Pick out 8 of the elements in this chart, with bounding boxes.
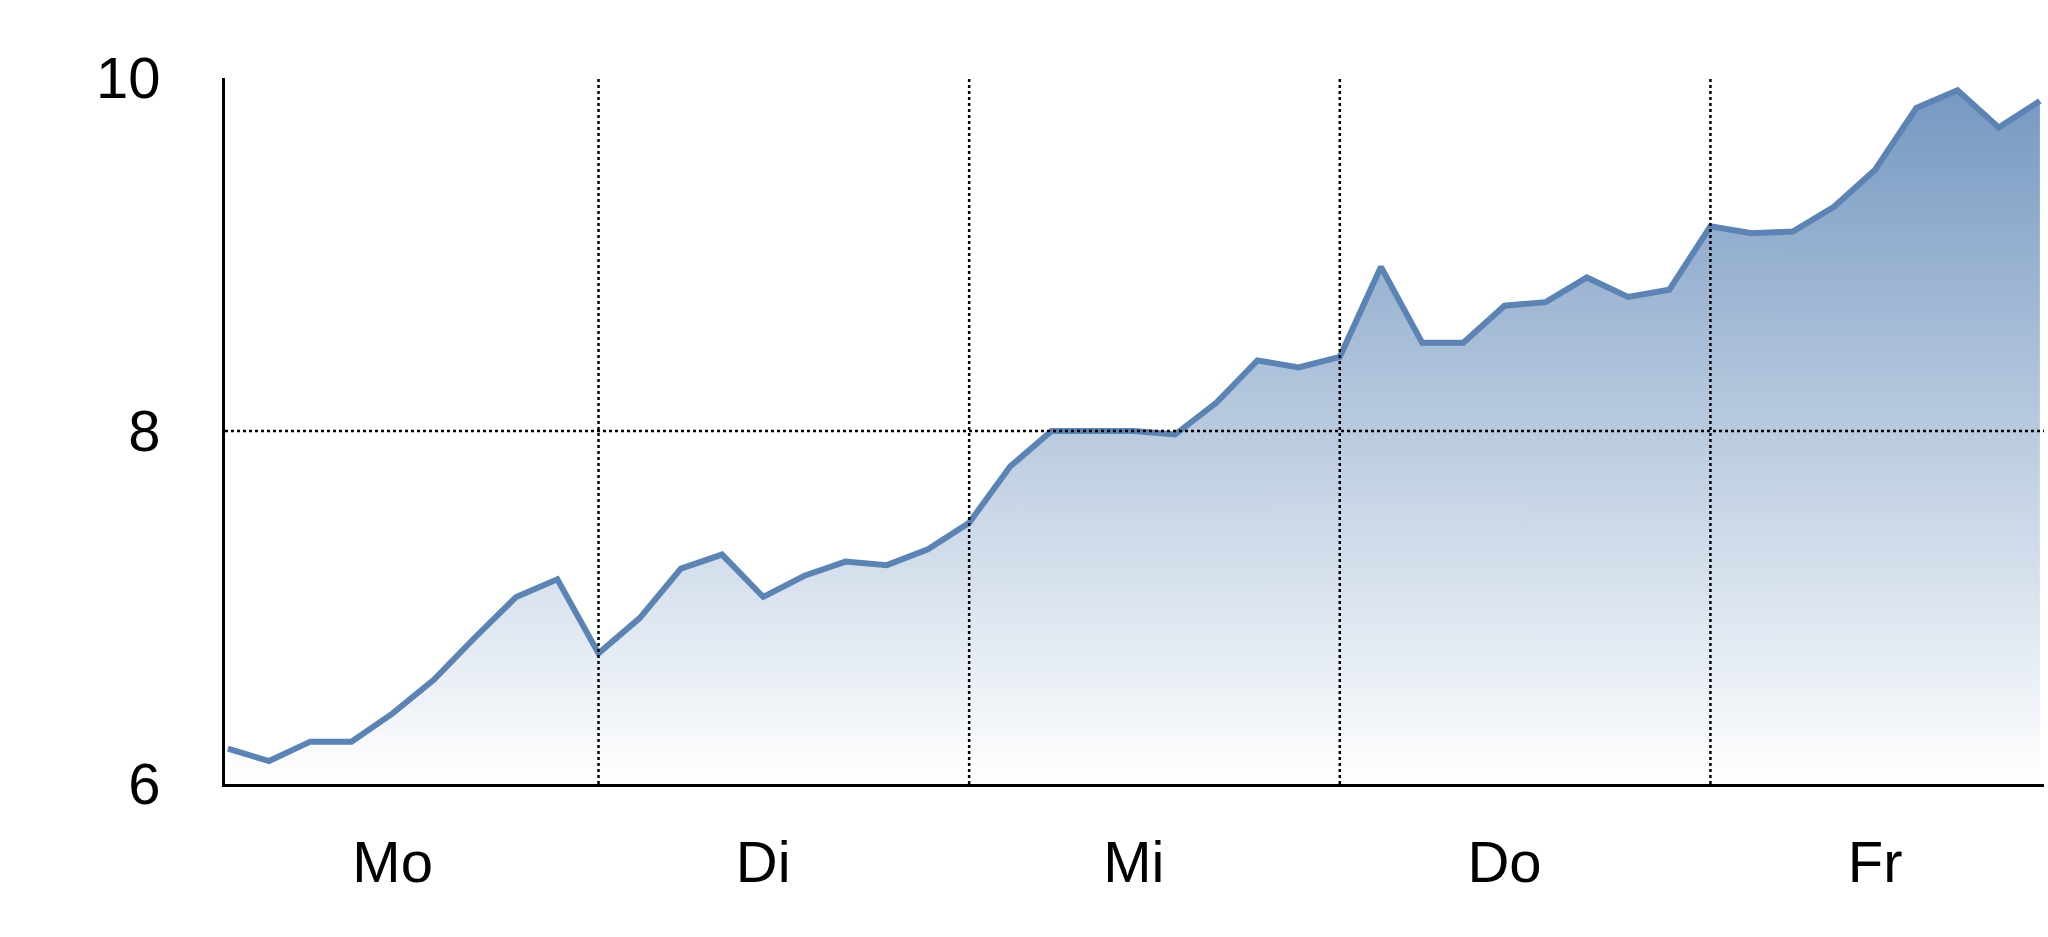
x-tick-label: Di (735, 828, 791, 894)
y-tick-label: 6 (128, 751, 161, 817)
y-tick-label: 8 (128, 398, 161, 464)
x-tick-label: Do (1467, 828, 1542, 894)
y-tick-label: 10 (95, 45, 161, 111)
x-tick-label: Mo (352, 828, 433, 894)
x-tick-label: Fr (1847, 828, 1903, 894)
x-tick-label: Mi (1103, 828, 1165, 894)
